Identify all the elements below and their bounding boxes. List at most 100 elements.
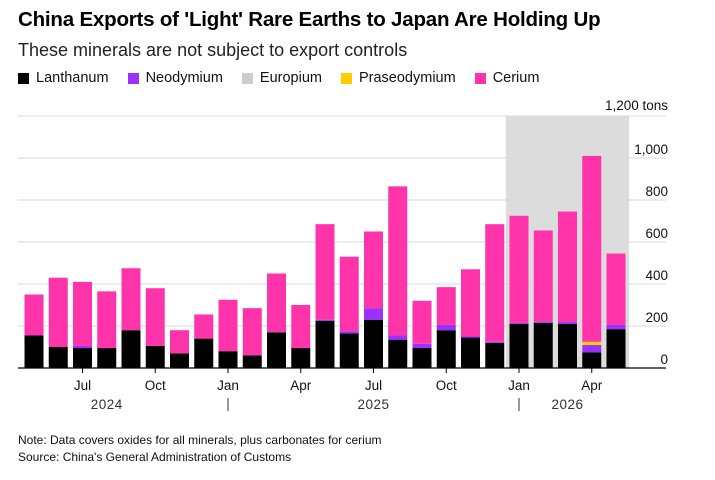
bar-lanthanum-2026-02 xyxy=(533,322,553,368)
bar-cerium-2024-12 xyxy=(194,314,214,339)
bar-lanthanum-2025-09 xyxy=(412,348,432,368)
bar-stack-2024-06 xyxy=(48,277,68,368)
bar-stack-2025-12 xyxy=(485,224,505,368)
x-tick-label-2026-04: Apr xyxy=(581,378,603,393)
bar-neodymium-2025-11 xyxy=(461,336,480,338)
bar-stack-2026-04 xyxy=(582,155,602,368)
source-text: Source: China's General Administration o… xyxy=(18,450,292,464)
bar-stack-2025-06 xyxy=(339,256,359,368)
x-tick-label-2026-01: Jan xyxy=(508,378,530,393)
legend-item-europium: Europium xyxy=(241,70,322,86)
bar-cerium-2024-05 xyxy=(24,294,44,336)
year-label-2024: 2024 xyxy=(91,397,123,412)
bar-lanthanum-2025-05 xyxy=(315,320,335,368)
bar-lanthanum-2026-03 xyxy=(558,323,577,368)
bar-stack-2024-07 xyxy=(73,281,92,368)
note-text: Note: Data covers oxides for all mineral… xyxy=(18,433,382,447)
bar-cerium-2024-06 xyxy=(48,277,68,347)
y-tick-label-400: 400 xyxy=(645,268,668,283)
legend-label-europium: Europium xyxy=(259,70,322,86)
bar-stack-2026-02 xyxy=(533,230,553,368)
bar-cerium-2026-02 xyxy=(533,230,553,322)
bar-cerium-2026-04 xyxy=(582,155,602,342)
bar-lanthanum-2024-12 xyxy=(194,338,214,368)
bar-stack-2026-03 xyxy=(558,211,577,368)
bar-stack-2025-01 xyxy=(218,299,238,368)
legend-swatch-neodymium xyxy=(127,72,139,84)
bar-lanthanum-2025-02 xyxy=(242,355,262,368)
y-tick-label-1000: 1,000 xyxy=(634,142,668,157)
bar-cerium-2025-12 xyxy=(485,224,505,342)
bar-lanthanum-2025-10 xyxy=(436,330,456,368)
bar-neodymium-2025-12 xyxy=(485,341,505,343)
bar-stack-2026-05 xyxy=(606,253,626,368)
bar-stack-2024-08 xyxy=(97,291,117,368)
bar-cerium-2026-01 xyxy=(509,215,529,323)
chart-subtitle: These minerals are not subject to export… xyxy=(18,40,408,60)
bar-lanthanum-2024-08 xyxy=(97,348,117,368)
x-tick-label-2025-04: Apr xyxy=(290,378,312,393)
y-tick-label-800: 800 xyxy=(645,184,668,199)
bar-neodymium-2025-10 xyxy=(436,324,456,331)
bar-stack-2025-03 xyxy=(267,273,286,368)
bar-stack-2025-04 xyxy=(291,305,311,368)
stacked-bar-chart: 0 200 400 600 800 1,000 1,200 tons Jul Oct Jan Apr… xyxy=(18,98,668,412)
bar-praseodymium-2026-04 xyxy=(582,341,602,345)
bar-stack-2024-05 xyxy=(24,294,44,368)
year-label-2026: 2026 xyxy=(551,397,583,412)
legend-label-neodymium: Neodymium xyxy=(145,70,223,86)
bar-stack-2025-02 xyxy=(242,308,262,368)
bar-cerium-2025-10 xyxy=(436,287,456,325)
bar-lanthanum-2024-06 xyxy=(48,347,68,368)
bar-cerium-2025-07 xyxy=(364,231,383,309)
legend-item-lanthanum: Lanthanum xyxy=(18,70,109,86)
bar-lanthanum-2024-09 xyxy=(121,330,141,368)
bar-neodymium-2026-01 xyxy=(509,322,529,324)
bar-cerium-2024-08 xyxy=(97,291,117,349)
bar-lanthanum-2024-11 xyxy=(170,353,189,368)
bar-lanthanum-2024-07 xyxy=(73,348,92,368)
bar-cerium-2025-08 xyxy=(388,186,408,336)
legend-item-cerium: Cerium xyxy=(474,70,540,86)
legend-item-praseodymium: Praseodymium xyxy=(340,70,456,86)
bar-stack-2024-09 xyxy=(121,268,141,368)
bar-stack-2025-09 xyxy=(412,300,432,368)
bar-lanthanum-2025-01 xyxy=(218,351,238,368)
x-tick-label-2025-07: Jul xyxy=(365,378,382,393)
bar-cerium-2025-01 xyxy=(218,299,238,352)
legend-label-cerium: Cerium xyxy=(492,70,540,86)
bar-cerium-2025-03 xyxy=(267,273,286,333)
bar-cerium-2026-05 xyxy=(606,253,626,325)
x-tick-label-2024-10: Oct xyxy=(145,378,166,393)
bar-stack-2024-10 xyxy=(145,288,165,368)
bar-cerium-2026-03 xyxy=(558,211,577,322)
bar-lanthanum-2025-12 xyxy=(485,342,505,368)
legend-item-neodymium: Neodymium xyxy=(127,70,223,86)
bar-neodymium-2026-05 xyxy=(606,324,626,330)
chart-notes: Note: Data covers oxides for all mineral… xyxy=(18,432,382,466)
bar-lanthanum-2026-05 xyxy=(606,329,626,368)
bar-cerium-2024-11 xyxy=(170,330,189,354)
bar-lanthanum-2026-04 xyxy=(582,352,602,368)
y-unit-label: 1,200 tons xyxy=(605,98,668,113)
bar-lanthanum-2025-07 xyxy=(364,319,383,368)
bar-lanthanum-2025-06 xyxy=(339,333,359,368)
legend: Lanthanum Neodymium Europium Praseodymiu… xyxy=(18,70,558,86)
bar-stack-2026-01 xyxy=(509,215,529,368)
bar-neodymium-2026-03 xyxy=(558,321,577,324)
bar-neodymium-2025-07 xyxy=(364,308,383,320)
bar-lanthanum-2024-10 xyxy=(145,345,165,368)
bar-lanthanum-2025-03 xyxy=(267,332,286,368)
bar-cerium-2025-06 xyxy=(339,256,359,332)
bar-lanthanum-2024-05 xyxy=(24,335,44,368)
bar-stack-2025-11 xyxy=(461,269,480,368)
bar-neodymium-2026-02 xyxy=(533,321,553,323)
bar-lanthanum-2026-01 xyxy=(509,323,529,368)
bar-neodymium-2025-06 xyxy=(339,331,359,334)
y-tick-label-600: 600 xyxy=(645,226,668,241)
bar-cerium-2025-05 xyxy=(315,224,335,320)
bar-cerium-2024-09 xyxy=(121,268,141,331)
y-tick-label-0: 0 xyxy=(660,352,668,367)
bar-neodymium-2025-08 xyxy=(388,335,408,340)
bar-neodymium-2025-09 xyxy=(412,343,432,349)
